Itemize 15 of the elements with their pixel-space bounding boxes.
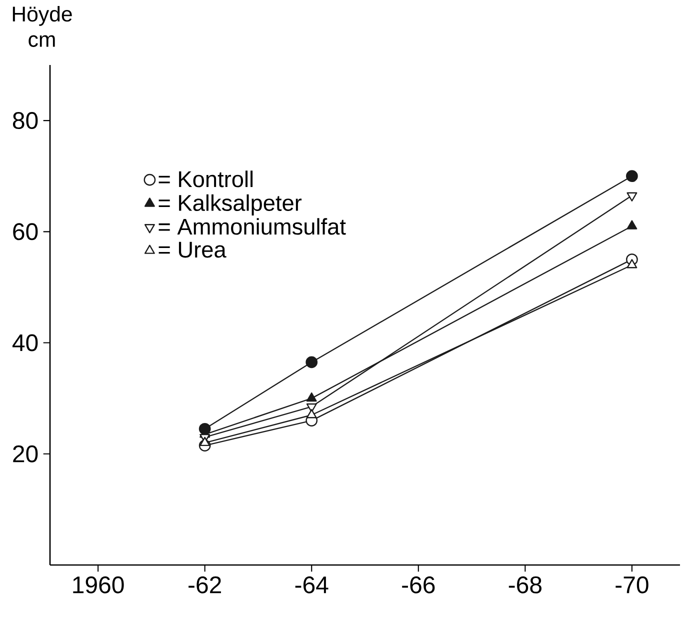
- x-tick-label: 1960: [73, 576, 124, 594]
- legend-label: = Kalksalpeter: [158, 194, 302, 216]
- y-tick-label: 20: [13, 445, 38, 462]
- x-tick-label: -64: [295, 576, 328, 594]
- y-tick-label: 80: [12, 112, 38, 130]
- y-tick-label: 40: [12, 334, 38, 352]
- x-tick-label: -68: [508, 576, 542, 594]
- legend-label: = Kontroll: [158, 170, 253, 188]
- legend-label: = Ammoniumsulfat: [158, 218, 346, 235]
- x-tick-label: -62: [188, 576, 221, 594]
- y-tick-label: 60: [13, 223, 38, 240]
- x-tick-label: -66: [402, 576, 435, 594]
- x-tick-label: -70: [616, 576, 648, 594]
- legend-label: = Urea: [158, 242, 226, 258]
- y-axis-title: Höyde cm: [12, 6, 72, 47]
